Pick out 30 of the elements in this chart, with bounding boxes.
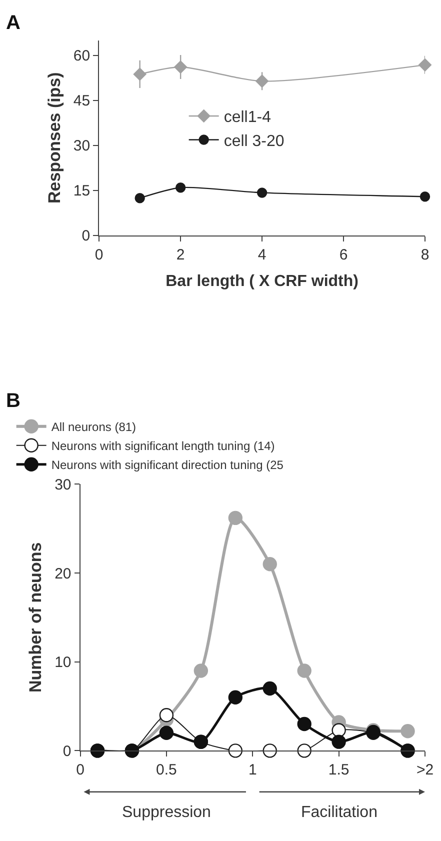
y-tick-label: 45 (73, 92, 90, 110)
chart-title: A (6, 12, 20, 34)
y-tick-label: 30 (54, 476, 72, 494)
chart-title: B (6, 390, 20, 412)
y-tick-label: 0 (62, 742, 72, 760)
y-tick-label: 10 (54, 654, 72, 672)
y-tick-label: 0 (82, 228, 90, 245)
y-tick-label: 15 (73, 182, 90, 200)
x-tick-label: 1.5 (328, 762, 350, 779)
text: Suppression (122, 804, 211, 821)
y-tick-label: 60 (73, 48, 90, 65)
x-tick-label: 2 (176, 246, 185, 264)
x-tick-label: 6 (339, 246, 348, 264)
y-axis-title: Responses (ips) (44, 72, 64, 204)
legend-label: All neurons (81) (51, 420, 136, 434)
x-axis-title: Bar length ( X CRF width) (166, 273, 358, 290)
x-tick-label: 0 (94, 246, 104, 264)
x-tick-label: 0.5 (156, 762, 177, 779)
legend-label: cell 3-20 (224, 133, 284, 150)
y-tick-label: 30 (73, 138, 90, 155)
y-axis-title: Number of neuons (26, 542, 46, 693)
x-tick-label: 1 (248, 762, 257, 779)
text: Facilitation (301, 804, 378, 821)
x-tick-label: 8 (420, 246, 430, 264)
x-tick-label: 4 (258, 246, 266, 264)
legend-label: Neurons with significant length tuning (14) (51, 439, 275, 454)
x-tick-label: >2 (416, 762, 434, 779)
legend-label: Neurons with significant direction tuning (25 (51, 458, 284, 472)
y-tick-label: 20 (54, 565, 72, 582)
legend-label: cell1-4 (224, 109, 272, 126)
